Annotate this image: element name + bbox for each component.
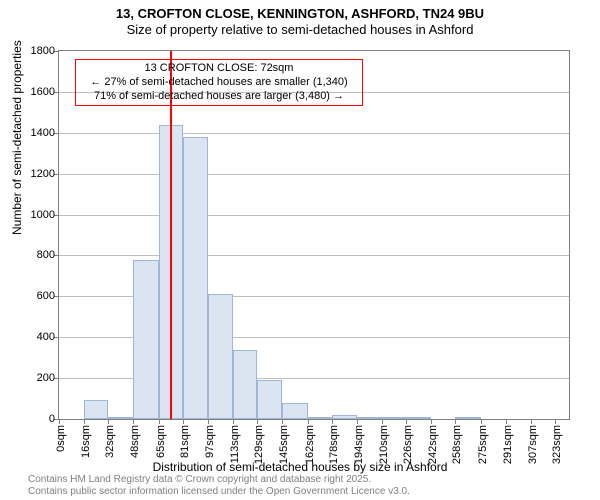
histogram-bar (84, 400, 109, 419)
x-tick-mark (406, 419, 407, 424)
x-tick-mark (382, 419, 383, 424)
x-tick-label: 129sqm (253, 425, 265, 464)
histogram-bar (406, 417, 431, 419)
histogram-bar (183, 137, 208, 419)
histogram-bar (282, 403, 308, 419)
annotation-box: 13 CROFTON CLOSE: 72sqm← 27% of semi-det… (75, 59, 363, 106)
x-tick-mark (183, 419, 184, 424)
x-tick-mark (431, 419, 432, 424)
x-tick-label: 0sqm (55, 425, 67, 452)
gridline (59, 174, 569, 175)
x-tick-mark (133, 419, 134, 424)
histogram-bar (208, 294, 233, 419)
x-tick-label: 226sqm (402, 425, 414, 464)
histogram-bar (308, 417, 333, 419)
annotation-line: 71% of semi-detached houses are larger (… (82, 90, 356, 104)
histogram-bar (133, 260, 159, 419)
y-tick-label: 600 (37, 290, 55, 302)
histogram-bar (108, 417, 133, 419)
x-tick-label: 258sqm (451, 425, 463, 464)
x-tick-label: 16sqm (80, 425, 92, 458)
x-tick-label: 65sqm (155, 425, 167, 458)
y-axis-label: Number of semi-detached properties (10, 40, 24, 235)
x-tick-mark (506, 419, 507, 424)
x-tick-label: 97sqm (204, 425, 216, 458)
x-tick-label: 275sqm (477, 425, 489, 464)
footnote-line2: Contains public sector information licen… (28, 486, 410, 498)
y-tick-label: 1600 (31, 86, 55, 98)
x-tick-mark (108, 419, 109, 424)
title-line2: Size of property relative to semi-detach… (0, 22, 600, 38)
chart-container: 13, CROFTON CLOSE, KENNINGTON, ASHFORD, … (0, 0, 600, 500)
histogram-bar (455, 417, 481, 419)
y-tick-label: 400 (37, 331, 55, 343)
x-tick-label: 178sqm (328, 425, 340, 464)
x-tick-label: 323sqm (551, 425, 563, 464)
x-tick-label: 307sqm (527, 425, 539, 464)
y-tick-label: 1200 (31, 168, 55, 180)
y-tick-label: 0 (49, 413, 55, 425)
histogram-bar (257, 380, 282, 419)
y-tick-label: 1800 (31, 45, 55, 57)
gridline (59, 215, 569, 216)
x-tick-mark (59, 419, 60, 424)
x-axis-label: Distribution of semi-detached houses by … (0, 460, 600, 474)
gridline (59, 255, 569, 256)
x-tick-label: 194sqm (353, 425, 365, 464)
y-tick-label: 200 (37, 372, 55, 384)
x-tick-mark (357, 419, 358, 424)
y-tick-label: 800 (37, 249, 55, 261)
x-tick-mark (282, 419, 283, 424)
x-tick-mark (332, 419, 333, 424)
x-tick-label: 81sqm (179, 425, 191, 458)
plot-area: 0200400600800100012001400160018000sqm16s… (58, 50, 570, 420)
footnote-line1: Contains HM Land Registry data © Crown c… (28, 474, 410, 486)
x-tick-mark (208, 419, 209, 424)
title-block: 13, CROFTON CLOSE, KENNINGTON, ASHFORD, … (0, 0, 600, 39)
y-tick-label: 1400 (31, 127, 55, 139)
gridline (59, 133, 569, 134)
x-tick-label: 145sqm (278, 425, 290, 464)
x-tick-label: 48sqm (129, 425, 141, 458)
title-line1: 13, CROFTON CLOSE, KENNINGTON, ASHFORD, … (0, 6, 600, 22)
histogram-bar (357, 417, 382, 419)
x-tick-mark (159, 419, 160, 424)
histogram-bar (233, 350, 258, 420)
x-tick-mark (555, 419, 556, 424)
footnote: Contains HM Land Registry data © Crown c… (28, 474, 410, 498)
x-tick-mark (455, 419, 456, 424)
annotation-line: ← 27% of semi-detached houses are smalle… (82, 76, 356, 90)
x-tick-label: 210sqm (378, 425, 390, 464)
x-tick-mark (481, 419, 482, 424)
x-tick-mark (84, 419, 85, 424)
x-tick-label: 32sqm (104, 425, 116, 458)
x-tick-mark (531, 419, 532, 424)
annotation-line: 13 CROFTON CLOSE: 72sqm (82, 62, 356, 76)
x-tick-mark (257, 419, 258, 424)
histogram-bar (332, 415, 357, 419)
y-tick-label: 1000 (31, 209, 55, 221)
x-tick-mark (233, 419, 234, 424)
histogram-bar (382, 417, 407, 419)
x-tick-label: 113sqm (229, 425, 241, 463)
x-tick-mark (308, 419, 309, 424)
x-tick-label: 162sqm (304, 425, 316, 464)
x-tick-label: 242sqm (427, 425, 439, 464)
x-tick-label: 291sqm (502, 425, 514, 464)
